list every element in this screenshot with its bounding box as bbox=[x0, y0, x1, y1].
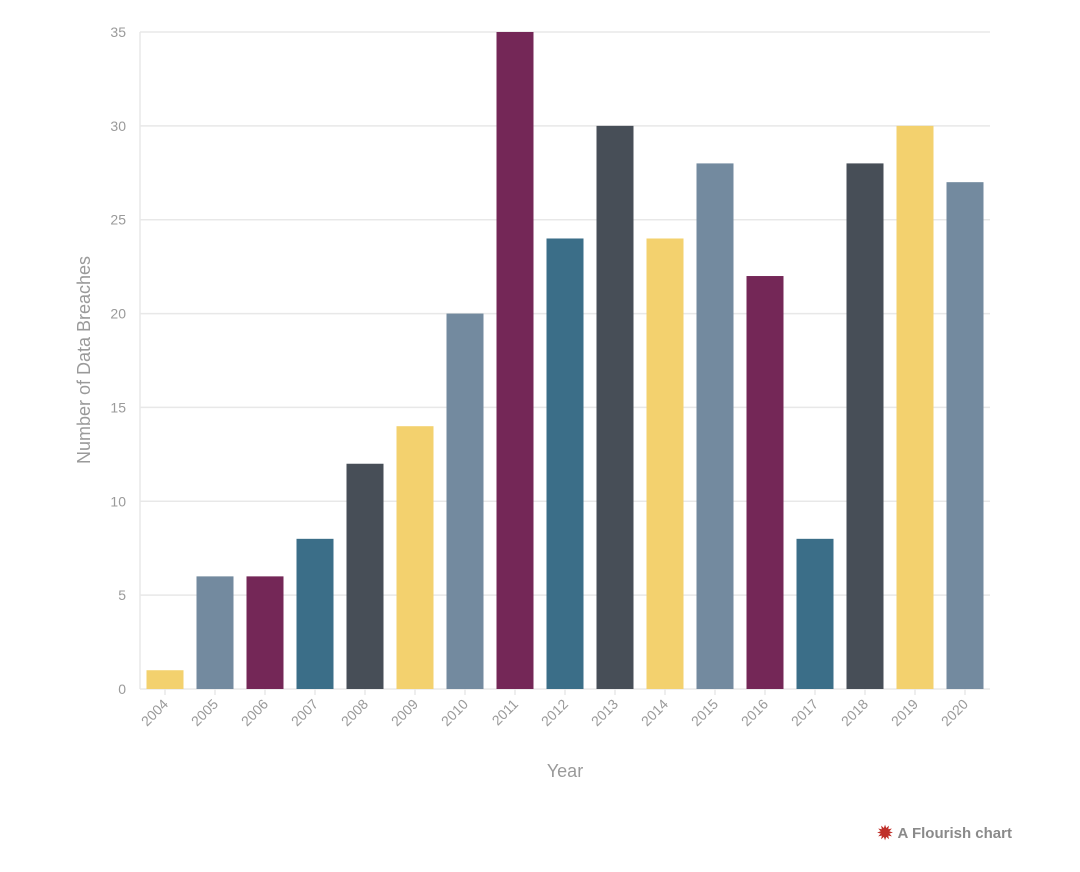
bar-2018[interactable] bbox=[846, 163, 884, 689]
y-tick-label: 20 bbox=[110, 306, 126, 322]
x-tick-label: 2020 bbox=[938, 696, 971, 729]
y-tick-label: 30 bbox=[110, 118, 126, 134]
bar-2007[interactable] bbox=[296, 538, 334, 689]
bar-2010[interactable] bbox=[446, 313, 484, 689]
y-tick-label: 35 bbox=[110, 24, 126, 40]
bar-2009[interactable] bbox=[396, 426, 434, 689]
bar-2016[interactable] bbox=[746, 276, 784, 689]
bar-2015[interactable] bbox=[696, 163, 734, 689]
x-tick-label: 2017 bbox=[788, 696, 821, 729]
y-tick-label: 5 bbox=[118, 587, 126, 603]
credit-label: A Flourish chart bbox=[897, 824, 1012, 842]
x-tick-label: 2009 bbox=[388, 696, 421, 729]
x-tick-label: 2006 bbox=[238, 696, 271, 729]
bar-2005[interactable] bbox=[196, 576, 234, 689]
bar-2013[interactable] bbox=[596, 125, 634, 690]
bar-2012[interactable] bbox=[546, 238, 584, 689]
x-tick-label: 2007 bbox=[288, 696, 321, 729]
x-tick-label: 2005 bbox=[188, 696, 221, 729]
flourish-star-icon: ✹ bbox=[877, 823, 893, 843]
y-axis-title: Number of Data Breaches bbox=[74, 256, 94, 464]
x-tick-label: 2012 bbox=[538, 696, 571, 729]
y-tick-label: 0 bbox=[118, 681, 126, 697]
x-tick-label: 2016 bbox=[738, 696, 771, 729]
x-axis-ticks: 2004 2005 2006 2007 2008 2009 2010 2011 2012 2013… bbox=[138, 689, 971, 729]
bar-2006[interactable] bbox=[246, 576, 284, 689]
bar-2004[interactable] bbox=[146, 670, 184, 689]
x-tick-label: 2019 bbox=[888, 696, 921, 729]
x-tick-label: 2014 bbox=[638, 696, 671, 729]
x-tick-label: 2008 bbox=[338, 696, 371, 729]
y-tick-label: 25 bbox=[110, 212, 126, 228]
bar-2020[interactable] bbox=[946, 182, 984, 689]
x-tick-label: 2015 bbox=[688, 696, 721, 729]
bar-2019[interactable] bbox=[896, 125, 934, 690]
flourish-credit[interactable]: ✹ A Flourish chart bbox=[877, 824, 1012, 842]
y-axis-ticks: 0 5 10 15 20 25 30 35 bbox=[110, 24, 126, 697]
x-axis-title: Year bbox=[547, 761, 583, 781]
y-tick-label: 10 bbox=[110, 493, 126, 509]
bar-2008[interactable] bbox=[346, 463, 384, 689]
x-tick-label: 2011 bbox=[489, 696, 522, 729]
x-tick-label: 2013 bbox=[588, 696, 621, 729]
x-tick-label: 2004 bbox=[138, 696, 171, 729]
bar-2011[interactable] bbox=[496, 32, 534, 689]
bars bbox=[146, 32, 984, 690]
x-tick-label: 2010 bbox=[438, 696, 471, 729]
y-tick-label: 15 bbox=[110, 399, 126, 415]
bar-2017[interactable] bbox=[796, 538, 834, 689]
bar-2014[interactable] bbox=[646, 238, 684, 689]
x-tick-label: 2018 bbox=[838, 696, 871, 729]
